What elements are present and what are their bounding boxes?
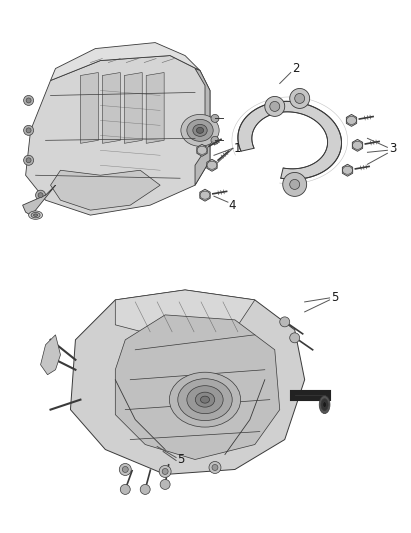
Circle shape xyxy=(140,484,150,495)
Ellipse shape xyxy=(321,399,328,410)
Circle shape xyxy=(159,465,171,478)
Polygon shape xyxy=(342,164,353,176)
Text: 2: 2 xyxy=(292,62,300,75)
Text: 4: 4 xyxy=(228,199,236,212)
Ellipse shape xyxy=(169,372,240,427)
Ellipse shape xyxy=(196,127,203,133)
Polygon shape xyxy=(102,72,120,143)
Text: 3: 3 xyxy=(389,142,396,155)
Polygon shape xyxy=(41,335,60,375)
Circle shape xyxy=(211,115,219,123)
Circle shape xyxy=(162,469,168,474)
Ellipse shape xyxy=(201,396,210,403)
Circle shape xyxy=(265,96,285,116)
Circle shape xyxy=(160,480,170,489)
Circle shape xyxy=(209,462,221,473)
Circle shape xyxy=(290,88,309,108)
Circle shape xyxy=(283,173,307,196)
Circle shape xyxy=(23,125,34,135)
Ellipse shape xyxy=(323,402,326,408)
Circle shape xyxy=(290,180,300,189)
Polygon shape xyxy=(70,290,305,474)
Circle shape xyxy=(122,466,128,472)
Ellipse shape xyxy=(193,124,207,136)
Circle shape xyxy=(212,464,218,471)
Circle shape xyxy=(119,464,131,475)
Circle shape xyxy=(23,155,34,165)
Polygon shape xyxy=(352,139,363,151)
Polygon shape xyxy=(115,315,280,459)
Circle shape xyxy=(26,98,31,103)
Polygon shape xyxy=(146,72,164,143)
Ellipse shape xyxy=(31,213,40,218)
Ellipse shape xyxy=(29,211,43,219)
Polygon shape xyxy=(195,69,210,185)
Polygon shape xyxy=(207,159,217,171)
Polygon shape xyxy=(51,43,200,80)
Ellipse shape xyxy=(34,214,37,216)
Circle shape xyxy=(295,93,305,103)
Ellipse shape xyxy=(187,119,213,141)
Ellipse shape xyxy=(195,392,215,407)
Polygon shape xyxy=(25,55,210,215)
Circle shape xyxy=(38,193,43,198)
Text: 5: 5 xyxy=(178,453,185,466)
Circle shape xyxy=(26,158,31,163)
Text: 5: 5 xyxy=(331,292,338,304)
Circle shape xyxy=(120,484,130,495)
Polygon shape xyxy=(124,72,142,143)
Polygon shape xyxy=(200,189,210,201)
Circle shape xyxy=(270,101,280,111)
Ellipse shape xyxy=(187,386,223,414)
Ellipse shape xyxy=(178,379,232,421)
Circle shape xyxy=(36,190,46,200)
Circle shape xyxy=(26,128,31,133)
Polygon shape xyxy=(346,115,357,126)
Polygon shape xyxy=(51,170,160,210)
Circle shape xyxy=(290,333,300,343)
Circle shape xyxy=(280,317,290,327)
Polygon shape xyxy=(81,72,98,143)
Text: 1: 1 xyxy=(234,142,242,155)
Polygon shape xyxy=(197,144,207,156)
Polygon shape xyxy=(23,185,55,215)
Polygon shape xyxy=(238,101,342,179)
Ellipse shape xyxy=(181,115,219,147)
Polygon shape xyxy=(115,290,255,338)
Ellipse shape xyxy=(319,395,330,414)
Circle shape xyxy=(211,136,219,144)
Circle shape xyxy=(23,95,34,106)
